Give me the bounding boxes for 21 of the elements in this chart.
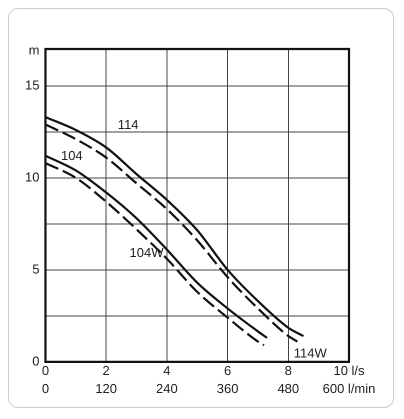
x-tick-label: 4 (163, 363, 170, 378)
series-label: 104W (130, 244, 164, 260)
y-tick-label: 5 (32, 261, 40, 276)
series-label: 104 (60, 148, 83, 164)
x-tick-label: 0 (42, 363, 50, 378)
series-label: 114W (294, 346, 328, 361)
y-tick-label: 10 (24, 169, 40, 184)
x-tick-label: 6 (224, 363, 232, 378)
x2-tick-label: 600 l/min (322, 380, 376, 396)
x2-tick-label: 480 (277, 380, 300, 396)
y-axis-title: m (28, 42, 40, 58)
x-tick-label: 2 (102, 363, 110, 378)
x2-tick-label: 120 (95, 380, 118, 396)
x2-tick-label: 360 (216, 380, 238, 396)
x-tick-label: 10 l/s (333, 363, 366, 378)
x2-tick-label: 0 (42, 380, 50, 396)
series-label: 114 (118, 117, 139, 132)
y-tick-label: 0 (32, 353, 40, 368)
y-tick-label: 15 (24, 77, 40, 92)
x2-tick-label: 240 (156, 380, 178, 396)
x-tick-label: 8 (284, 363, 292, 378)
